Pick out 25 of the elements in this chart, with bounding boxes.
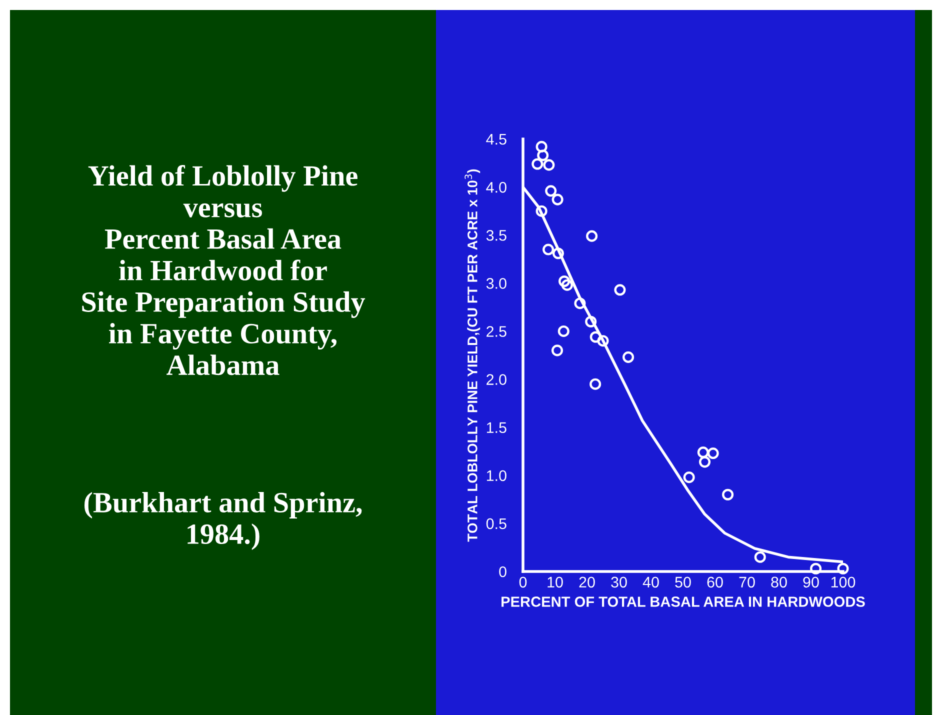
x-tick-label: 100 xyxy=(831,576,856,588)
y-tick-label: 3.0 xyxy=(486,278,506,289)
x-tick-label: 80 xyxy=(771,576,787,588)
y-tick-label: 4.5 xyxy=(486,134,506,145)
x-tick-label: 90 xyxy=(803,576,819,588)
x-tick-label: 30 xyxy=(611,576,627,588)
y-tick-label: 1.0 xyxy=(486,470,506,482)
x-axis-title: PERCENT OF TOTAL BASAL AREA IN HARDWOODS xyxy=(502,596,865,607)
text: (Burkhart and Sprinz, 1984.) xyxy=(84,492,362,550)
x-tick-label: 50 xyxy=(675,576,691,588)
y-tick-label: 4.0 xyxy=(486,182,506,193)
y-tick-label: 2.0 xyxy=(486,374,506,385)
y-axis-title: TOTAL LOBLOLLY PINE YIELD,(CU FT PER ACRE x 10$^{3}$) xyxy=(464,169,480,542)
y-tick-label: 0.5 xyxy=(486,518,506,530)
x-tick-label: 10 xyxy=(548,576,563,588)
y-tick-label: 1.5 xyxy=(486,422,506,434)
y-tick-label: 2.5 xyxy=(486,326,506,337)
x-tick-label: 40 xyxy=(642,576,659,588)
y-tick-label: 0 xyxy=(499,566,506,578)
x-tick-label: 60 xyxy=(707,576,723,588)
text: Yield of Loblolly Pine versus Percent Basal Area in Hardwood for Site Preparation Study in Fayette County, Alabama xyxy=(82,165,366,376)
x-tick-label: 70 xyxy=(739,576,755,588)
x-tick-label: 20 xyxy=(579,576,595,588)
y-tick-label: 3.5 xyxy=(486,230,506,241)
x-tick-label: 0 xyxy=(519,576,527,588)
